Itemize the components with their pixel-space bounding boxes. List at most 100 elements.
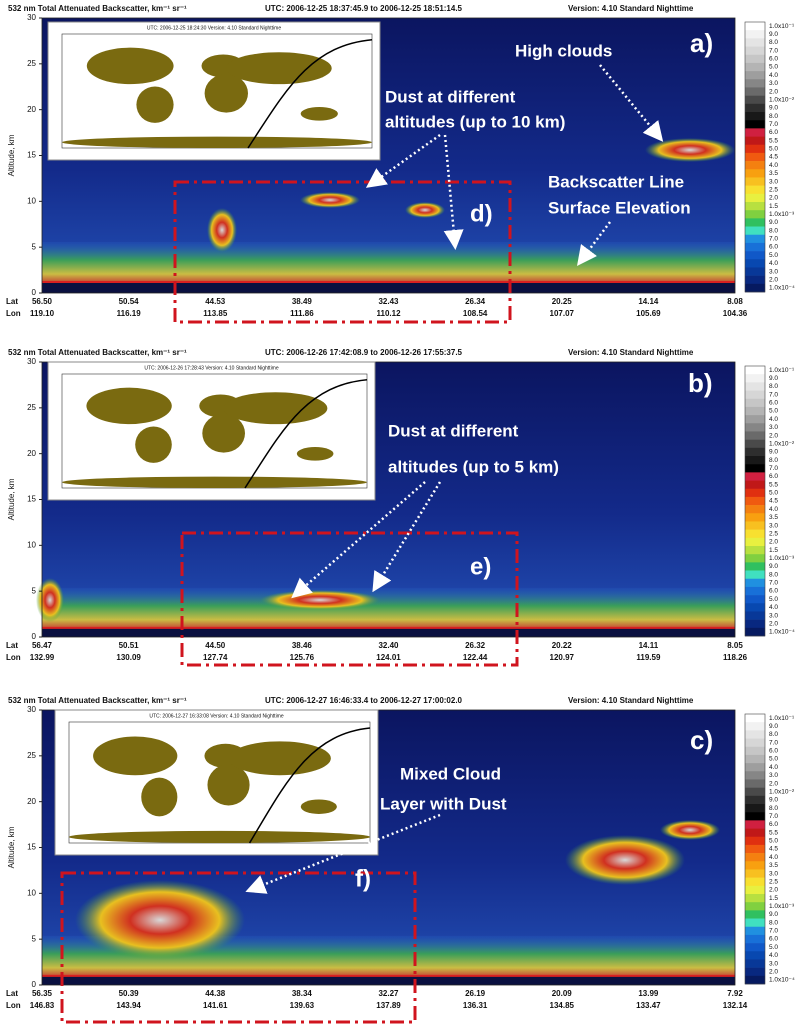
lat-value: 44.50 [205,641,226,650]
panel-label: c) [690,725,713,755]
continent [62,136,372,148]
colorbar-swatch [745,902,765,911]
lon-value: 139.63 [290,1001,315,1010]
utc-range: UTC: 2006-12-25 18:37:45.9 to 2006-12-25… [265,4,463,13]
colorbar-label: 1.5 [769,203,778,210]
version: Version: 4.10 Standard Nighttime [568,696,694,705]
lat-label: Lat [6,641,18,650]
colorbar-label: 6.0 [769,588,778,595]
colorbar-label: 1.0x10⁻³ [769,555,795,562]
colorbar-label: 8.0 [769,805,778,812]
colorbar-swatch [745,967,765,977]
lon-value: 137.89 [376,1001,401,1010]
annotation-arrow [372,481,442,593]
colorbar-swatch [745,267,765,276]
colorbar-swatch [745,959,765,968]
y-tick-label: 25 [27,403,36,412]
colorbar-label: 8.0 [769,571,778,578]
colorbar-swatch [745,546,765,555]
colorbar-swatch [745,869,765,878]
colorbar-label: 2.5 [769,878,778,885]
lon-value: 105.69 [636,309,661,318]
colorbar-swatch [745,951,765,960]
colorbar-label: 4.0 [769,162,778,169]
colorbar-swatch [745,820,765,829]
annotation: Backscatter Line [548,172,684,191]
colorbar-swatch [745,177,765,186]
lat-value: 50.51 [119,641,140,650]
cloud [300,192,360,208]
colorbar-label: 2.0 [769,539,778,546]
colorbar-label: 4.0 [769,764,778,771]
colorbar-label: 7.0 [769,391,778,398]
continent [86,47,174,85]
colorbar-label: 6.0 [769,56,778,63]
lat-value: 7.92 [727,989,743,998]
colorbar-swatch [745,185,765,195]
lat-value: 56.50 [32,297,53,306]
colorbar-label: 3.0 [769,178,778,185]
colorbar-label: 1.0x10⁻¹ [769,367,795,374]
lon-value: 113.85 [203,309,228,318]
colorbar-label: 4.5 [769,498,778,505]
lon-value: 141.61 [203,1001,228,1010]
continent [62,476,367,488]
annotation: altitudes (up to 10 km) [385,112,565,131]
annotation: Dust at different [388,421,519,440]
y-tick-label: 20 [27,449,36,458]
colorbar-frame [744,21,766,293]
annotation: Surface Elevation [548,198,691,217]
colorbar-label: 3.0 [769,522,778,529]
colorbar-label: 6.0 [769,473,778,480]
colorbar-label: 8.0 [769,919,778,926]
lon-value: 122.44 [463,653,488,662]
colorbar-swatch [745,447,765,457]
colorbar-swatch [745,161,765,170]
colorbar-swatch [745,975,765,985]
colorbar-label: 4.0 [769,506,778,513]
product-title: 532 nm Total Attenuated Backscatter, km⁻… [8,348,187,357]
y-tick-label: 10 [27,540,36,549]
lon-value: 125.76 [290,653,315,662]
annotation: Dust at different [385,87,516,106]
colorbar-label: 3.0 [769,870,778,877]
colorbar-label: 2.0 [769,620,778,627]
orbit-track [244,378,368,489]
colorbar-label: 9.0 [769,563,778,570]
colorbar-swatch [745,259,765,268]
colorbar-swatch [745,30,765,39]
panel-label: b) [688,368,713,398]
lon-value: 130.09 [116,653,141,662]
colorbar-label: 9.0 [769,105,778,112]
utc-range: UTC: 2006-12-27 16:46:33.4 to 2006-12-27… [265,696,463,705]
colorbar-swatch [745,275,765,285]
colorbar-swatch [745,103,765,113]
lat-value: 32.27 [378,989,399,998]
colorbar-swatch [745,611,765,620]
colorbar-swatch [745,218,765,227]
colorbar-label: 3.0 [769,268,778,275]
colorbar-swatch [745,926,765,936]
lat-value: 50.54 [119,297,140,306]
cloud [260,590,380,610]
colorbar-swatch [745,746,765,756]
y-tick-label: 20 [27,105,36,114]
colorbar-swatch [745,251,765,260]
y-tick-label: 5 [32,934,37,943]
colorbar-swatch [745,480,765,490]
colorbar-swatch [745,513,765,522]
colorbar-label: 3.0 [769,424,778,431]
colorbar-swatch [745,627,765,637]
dust-band [42,242,735,282]
colorbar-swatch [745,730,765,739]
colorbar-swatch [745,714,765,723]
colorbar-label: 3.5 [769,514,778,521]
colorbar-swatch [745,242,765,252]
colorbar-swatch [745,128,765,137]
lon-value: 116.19 [117,309,142,318]
colorbar-label: 5.0 [769,408,778,415]
colorbar-label: 7.0 [769,928,778,935]
panel: 532 nm Total Attenuated Backscatter, km⁻… [6,4,795,324]
colorbar-label: 4.0 [769,604,778,611]
